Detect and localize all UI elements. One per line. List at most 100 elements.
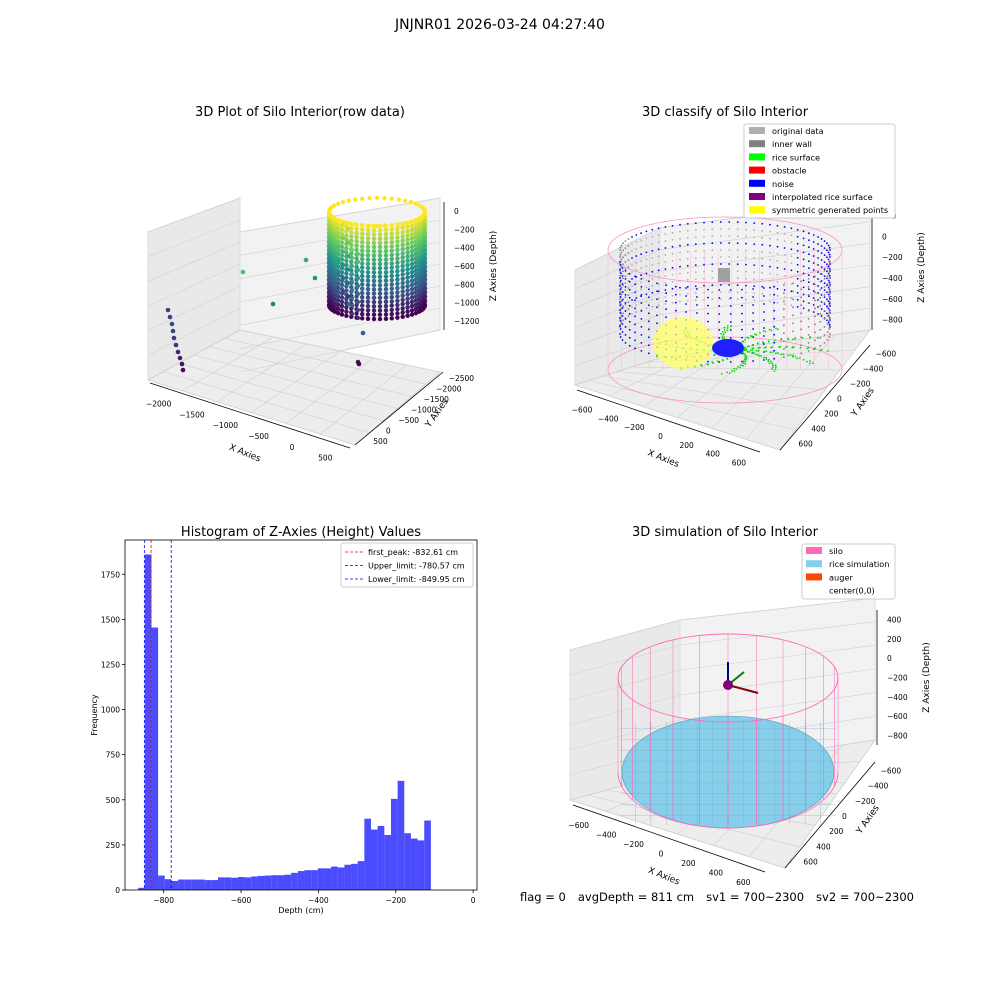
- panel2-point: [640, 246, 642, 249]
- panel1-outlier-point: [175, 349, 181, 355]
- panel4-y-tick-label: −400: [868, 782, 889, 791]
- panel1-point: [354, 247, 359, 253]
- panel2-point: [624, 261, 627, 263]
- panel2-point: [674, 301, 677, 304]
- panel2-point: [763, 319, 765, 321]
- panel1-point: [371, 274, 377, 279]
- panel2-point: [624, 326, 627, 328]
- panel1-outlier-point: [360, 330, 366, 336]
- panel1-point: [405, 288, 410, 293]
- panel3-axes: [122, 539, 478, 893]
- panel1-rim-point: [408, 219, 414, 225]
- panel1-rim-point: [367, 196, 372, 201]
- panel2-point: [647, 344, 650, 347]
- panel2-point: [703, 221, 705, 224]
- panel2-point: [763, 295, 765, 297]
- panel2-point: [820, 238, 823, 240]
- panel2-point: [729, 297, 732, 299]
- panel2-point: [657, 276, 660, 279]
- panel1-point: [365, 236, 371, 241]
- panel1-point: [422, 260, 428, 265]
- panel1-point: [400, 314, 405, 319]
- panel2-legend-label: original data: [772, 126, 824, 136]
- panel2-point: [753, 278, 756, 280]
- panel4-grid: [569, 644, 681, 676]
- panel1-point: [350, 272, 354, 276]
- panel2-point: [826, 315, 829, 317]
- panel1-point: [383, 295, 389, 300]
- panel1-point: [346, 240, 350, 245]
- panel2-point: [802, 244, 805, 247]
- panel1-grid: [239, 197, 441, 233]
- panel4-y-tick-label: 600: [803, 857, 818, 866]
- panel2-rice-point: [751, 344, 754, 347]
- panel2-rice-point: [827, 350, 829, 352]
- panel2-point: [621, 291, 624, 293]
- panel2-point: [651, 235, 654, 238]
- histogram-bar: [397, 780, 405, 890]
- panel1-z-tick-label: −400: [454, 244, 475, 253]
- panel2-point: [807, 326, 810, 328]
- panel2-point: [826, 323, 829, 325]
- panel1-y-tick-label: −1000: [411, 406, 437, 415]
- panel4-grid: [679, 597, 876, 621]
- panel2-y-tick-label: 600: [798, 440, 813, 449]
- panel1-z-tick-label: 0: [454, 207, 459, 216]
- panel2-point: [761, 299, 764, 302]
- panel2-point: [761, 250, 764, 253]
- panel2-point: [627, 252, 630, 254]
- panel2-point: [776, 245, 779, 248]
- panel1-point: [405, 271, 410, 276]
- panel2-point: [763, 343, 765, 345]
- panel2-point: [622, 305, 624, 308]
- panel1-point: [395, 285, 400, 291]
- panel2-point: [671, 266, 674, 269]
- panel2-point: [728, 249, 731, 251]
- panel2-point: [823, 302, 826, 304]
- panel2-point: [776, 273, 779, 276]
- panel2-point: [773, 349, 776, 352]
- panel2-point: [800, 312, 803, 315]
- panel2-point: [790, 297, 793, 300]
- panel2-point: [619, 304, 622, 306]
- panel2-point: [628, 328, 631, 331]
- panel4-legend-label: silo: [829, 546, 843, 556]
- panel2-rice-point: [820, 348, 823, 351]
- panel1-point: [339, 295, 345, 300]
- panel2-point: [620, 265, 623, 268]
- panel2-point: [812, 304, 815, 306]
- panel2-rice-point: [728, 372, 731, 374]
- panel2-rice-point: [767, 340, 770, 343]
- panel1-rim-point: [353, 197, 358, 202]
- panel2-point: [665, 316, 667, 319]
- panel2-point: [828, 312, 831, 314]
- panel1-point: [377, 228, 383, 233]
- panel2-point: [703, 298, 705, 301]
- panel2-point: [827, 258, 830, 261]
- panel1-point: [405, 309, 410, 314]
- panel2-point: [664, 282, 667, 284]
- panel2-point: [828, 304, 831, 306]
- panel2-point: [622, 319, 624, 322]
- panel2-point: [826, 291, 829, 293]
- panel4-x-tick-label: −400: [596, 830, 617, 839]
- panel2-point: [745, 284, 747, 287]
- panel2-point: [802, 279, 805, 282]
- panel1-point: [371, 291, 377, 296]
- panel2-rice-point: [806, 347, 808, 350]
- panel4-title: 3D simulation of Silo Interior: [632, 525, 819, 540]
- panel2-rice-point: [754, 333, 756, 336]
- panel2-point: [718, 337, 721, 339]
- panel2-point: [651, 249, 654, 252]
- panel2-point: [826, 331, 829, 333]
- panel2-rice-point: [742, 364, 744, 367]
- panel1-point: [413, 256, 418, 261]
- histogram-bar: [331, 866, 338, 890]
- panel1-point: [422, 222, 428, 227]
- panel2-point: [790, 241, 793, 244]
- panel2-point: [679, 244, 681, 247]
- panel2-point: [622, 263, 624, 266]
- panel2-point: [679, 251, 681, 254]
- panel2-point: [645, 307, 648, 310]
- panel2-point: [823, 294, 826, 296]
